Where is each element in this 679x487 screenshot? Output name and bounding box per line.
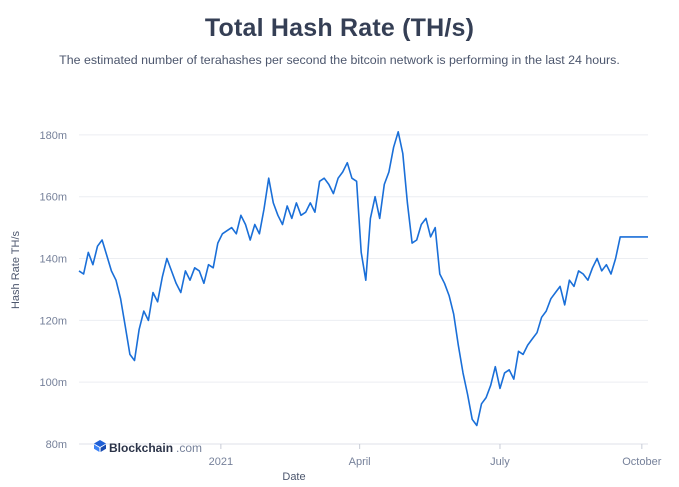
chart-title: Total Hash Rate (TH/s) (204, 14, 475, 42)
brand-suffix: .com (176, 440, 203, 455)
y-axis-title: Hash Rate TH/s (10, 230, 22, 309)
x-tick-label: April (349, 456, 371, 468)
chart-gridlines (79, 134, 648, 445)
y-tick-label: 80m (46, 439, 67, 451)
series-layer (78, 131, 648, 427)
y-tick-label: 160m (39, 192, 67, 204)
x-axis-title: Date (282, 471, 305, 483)
brand-name: Blockchain (109, 440, 174, 455)
hash-rate-series-line (78, 131, 648, 427)
y-tick-label: 120m (39, 315, 67, 327)
x-tick-label: July (490, 456, 510, 468)
y-axis-ticks: 80m 100m 120m 140m 160m 180m (39, 130, 67, 451)
chart-subtitle: The estimated number of terahashes per s… (59, 53, 620, 67)
blockchain-logo-icon (94, 440, 106, 455)
y-tick-label: 180m (39, 130, 67, 142)
blockchain-brand: Blockchain .com (94, 440, 202, 455)
y-tick-label: 100m (39, 377, 67, 389)
y-tick-label: 140m (39, 254, 67, 266)
x-tick-label: 2021 (209, 456, 233, 468)
x-tick-label: October (622, 456, 661, 468)
x-axis-ticks: 2021 April July October (79, 443, 662, 468)
